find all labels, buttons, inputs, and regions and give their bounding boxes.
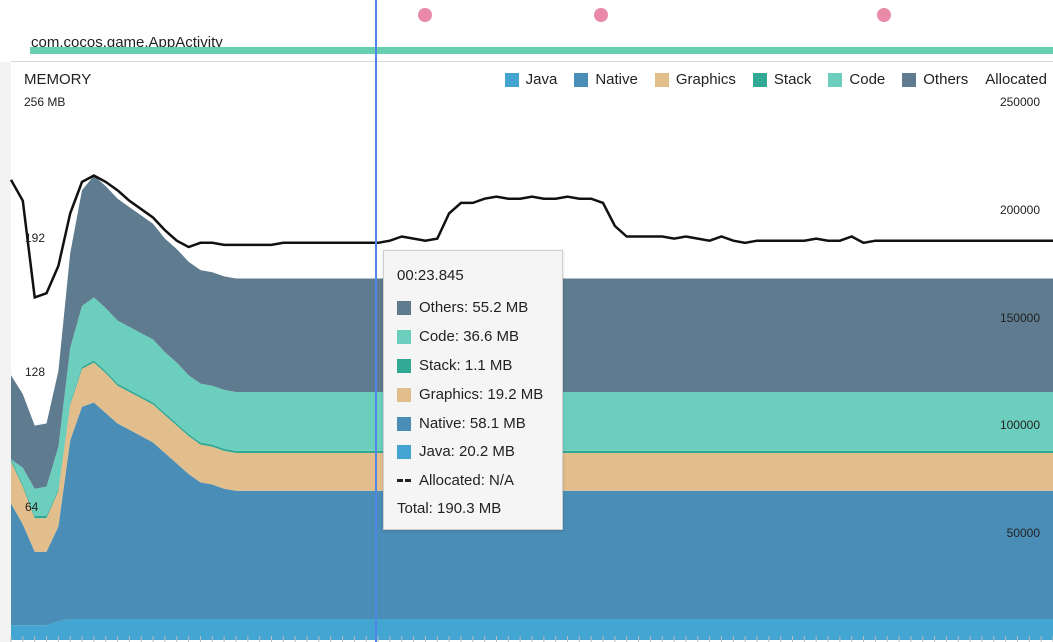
- event-marker-dot[interactable]: [877, 8, 891, 22]
- memory-title: MEMORY: [24, 71, 92, 88]
- tooltip-total: Total: 190.3 MB: [397, 500, 502, 517]
- legend-swatch: [828, 72, 843, 87]
- memory-tooltip: 00:23.845 Others: 55.2 MB Code: 36.6 MB …: [383, 250, 563, 530]
- tooltip-row-graphics: Graphics: 19.2 MB: [397, 386, 543, 403]
- tooltip-swatch: [397, 358, 411, 373]
- time-cursor-line[interactable]: [375, 0, 377, 642]
- tooltip-swatch: [397, 387, 411, 402]
- legend-swatch: [752, 72, 767, 87]
- left-axis-label: 256 MB: [24, 95, 66, 109]
- left-axis-label: 64: [25, 500, 39, 514]
- tooltip-row-java: Java: 20.2 MB: [397, 443, 515, 460]
- process-name: com.cocos.game.AppActivity: [31, 34, 223, 51]
- right-axis-label: 150000: [999, 311, 1040, 325]
- right-axis-label: 200000: [999, 203, 1040, 217]
- legend-item-graphics: Graphics: [654, 71, 736, 88]
- tooltip-row-code: Code: 36.6 MB: [397, 328, 519, 345]
- area-java: [11, 619, 1053, 640]
- right-axis-label: 100000: [999, 418, 1040, 432]
- legend-item-code: Code: [828, 71, 885, 88]
- legend-item-allocated: Allocated: [985, 71, 1047, 88]
- tooltip-swatch: [397, 329, 411, 344]
- right-axis-label: 250000: [999, 95, 1040, 109]
- tooltip-row-allocated: Allocated: N/A: [397, 472, 514, 489]
- legend-item-others: Others: [902, 71, 968, 88]
- legend-item-stack: Stack: [752, 71, 811, 88]
- tooltip-row-others: Others: 55.2 MB: [397, 299, 528, 316]
- legend-swatch: [902, 72, 917, 87]
- event-marker-dot[interactable]: [418, 8, 432, 22]
- dashed-line-icon: [397, 474, 411, 488]
- legend: Java Native Graphics Stack Code Others A…: [488, 71, 1047, 88]
- legend-item-native: Native: [574, 71, 638, 88]
- left-gutter: [0, 0, 11, 642]
- event-marker-dot[interactable]: [594, 8, 608, 22]
- session-bar[interactable]: [30, 47, 1053, 54]
- divider: [11, 61, 1053, 62]
- tooltip-row-native: Native: 58.1 MB: [397, 415, 526, 432]
- event-timeline: com.cocos.game.AppActivity: [0, 0, 1053, 62]
- tooltip-swatch: [397, 444, 411, 459]
- legend-swatch: [504, 72, 519, 87]
- left-axis-label: 128: [25, 365, 46, 379]
- left-axis-label: 192: [25, 231, 46, 245]
- legend-swatch: [574, 72, 589, 87]
- tooltip-swatch: [397, 416, 411, 431]
- tooltip-row-stack: Stack: 1.1 MB: [397, 357, 512, 374]
- legend-item-java: Java: [504, 71, 557, 88]
- tooltip-swatch: [397, 300, 411, 315]
- total-memory-line: [9, 174, 1053, 300]
- tooltip-time: 00:23.845: [397, 267, 464, 284]
- right-axis-label: 50000: [1006, 526, 1040, 540]
- legend-swatch: [654, 72, 669, 87]
